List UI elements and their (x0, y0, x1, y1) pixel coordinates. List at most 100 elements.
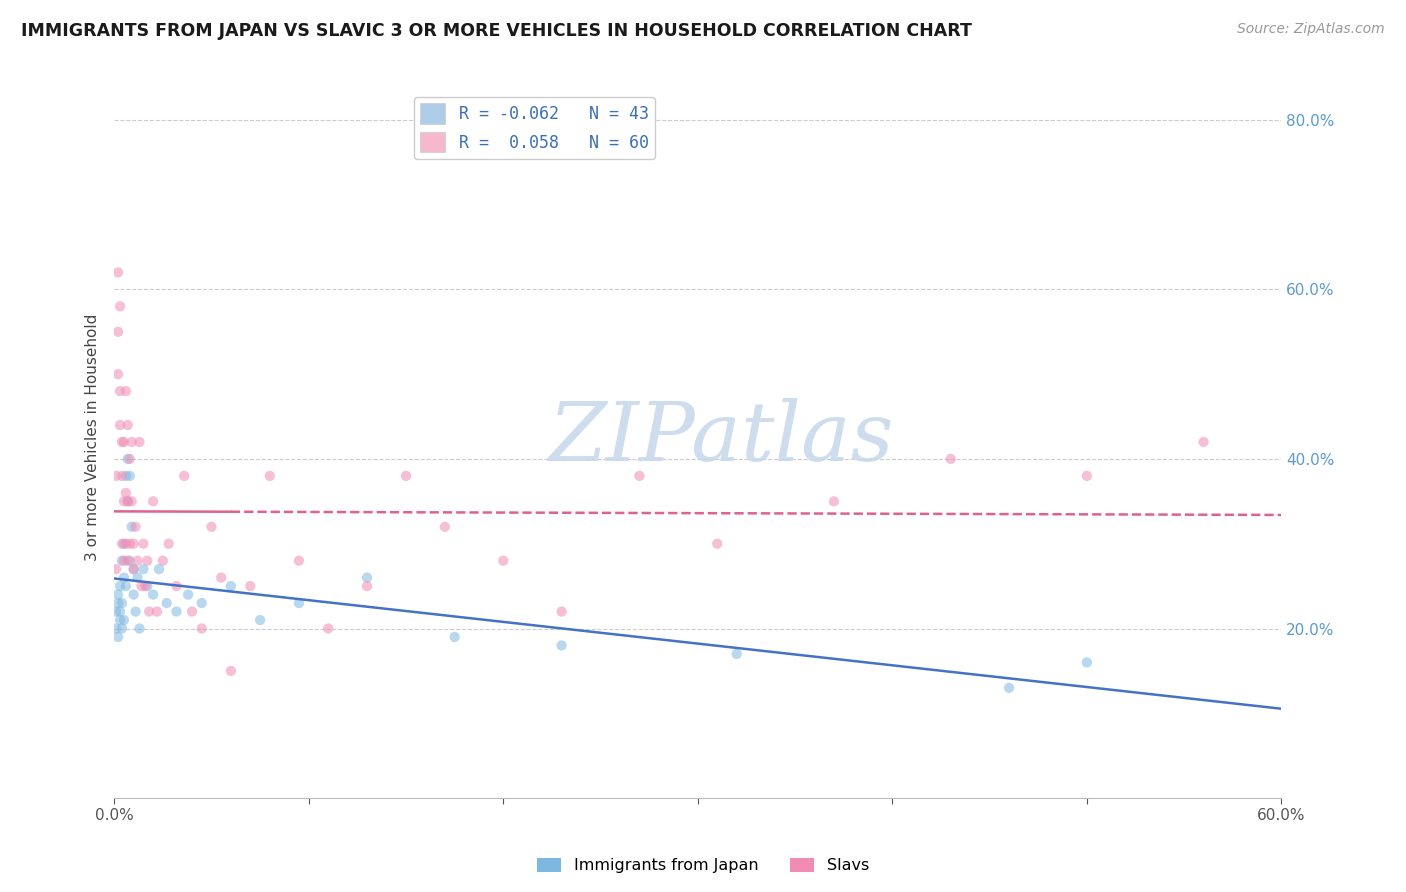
Point (136, 579, 159, 593)
Point (115, 384, 138, 398)
Point (124, 520, 146, 534)
Point (107, 367, 129, 381)
Point (105, 605, 128, 619)
Point (117, 417, 139, 432)
Point (108, 299, 131, 313)
Point (628, 469, 651, 483)
Point (136, 554, 159, 568)
Point (156, 596, 179, 610)
Point (115, 537, 138, 551)
Point (181, 605, 204, 619)
Point (288, 596, 311, 610)
Point (823, 494, 845, 508)
Point (165, 579, 187, 593)
Point (112, 613, 135, 627)
Point (107, 265, 129, 279)
Text: ZIPatlas: ZIPatlas (548, 398, 894, 478)
Point (118, 469, 141, 483)
Point (443, 630, 465, 644)
Point (108, 384, 131, 398)
Point (111, 435, 134, 450)
Point (111, 596, 134, 610)
Y-axis label: 3 or more Vehicles in Household: 3 or more Vehicles in Household (86, 314, 100, 561)
Point (128, 435, 150, 450)
Point (112, 435, 135, 450)
Point (127, 554, 149, 568)
Point (124, 605, 146, 619)
Point (288, 554, 311, 568)
Point (118, 452, 141, 467)
Point (121, 520, 143, 534)
Point (316, 622, 339, 636)
Point (115, 469, 138, 483)
Point (107, 596, 129, 610)
Point (1076, 469, 1098, 483)
Point (105, 562, 128, 576)
Point (117, 494, 139, 508)
Point (112, 537, 135, 551)
Point (117, 554, 139, 568)
Point (108, 605, 131, 619)
Point (492, 554, 515, 568)
Point (148, 562, 170, 576)
Point (725, 647, 748, 661)
Point (115, 486, 138, 500)
Point (356, 571, 378, 585)
Point (200, 520, 222, 534)
Point (111, 622, 134, 636)
Point (157, 537, 180, 551)
Point (122, 588, 145, 602)
Point (142, 494, 165, 508)
Point (146, 605, 169, 619)
Point (550, 605, 572, 619)
Point (209, 571, 232, 585)
Point (152, 554, 174, 568)
Point (138, 605, 160, 619)
Point (1076, 656, 1098, 670)
Point (219, 664, 242, 678)
Point (128, 622, 150, 636)
Point (121, 494, 143, 508)
Point (107, 630, 129, 644)
Point (107, 325, 129, 339)
Point (117, 452, 139, 467)
Point (108, 417, 131, 432)
Point (356, 579, 378, 593)
Point (433, 520, 456, 534)
Point (132, 537, 155, 551)
Point (117, 494, 139, 508)
Point (111, 469, 134, 483)
Point (395, 469, 418, 483)
Point (219, 579, 242, 593)
Point (939, 452, 962, 467)
Point (190, 622, 212, 636)
Point (105, 469, 128, 483)
Point (105, 622, 128, 636)
Point (118, 554, 141, 568)
Point (132, 562, 155, 576)
Point (1192, 435, 1215, 450)
Legend: R = -0.062   N = 43, R =  0.058   N = 60: R = -0.062 N = 43, R = 0.058 N = 60 (413, 96, 655, 159)
Point (122, 537, 145, 551)
Point (249, 613, 271, 627)
Point (108, 613, 131, 627)
Text: Source: ZipAtlas.com: Source: ZipAtlas.com (1237, 22, 1385, 37)
Point (112, 494, 135, 508)
Point (134, 579, 156, 593)
Point (122, 562, 145, 576)
Point (118, 537, 141, 551)
Point (239, 579, 262, 593)
Point (173, 469, 195, 483)
Point (112, 554, 135, 568)
Point (190, 596, 212, 610)
Point (127, 571, 149, 585)
Point (111, 554, 134, 568)
Point (107, 588, 129, 602)
Point (115, 579, 138, 593)
Point (108, 579, 131, 593)
Point (706, 537, 728, 551)
Point (998, 681, 1021, 695)
Point (259, 469, 281, 483)
Point (121, 435, 143, 450)
Text: IMMIGRANTS FROM JAPAN VS SLAVIC 3 OR MORE VEHICLES IN HOUSEHOLD CORRELATION CHAR: IMMIGRANTS FROM JAPAN VS SLAVIC 3 OR MOR… (21, 22, 972, 40)
